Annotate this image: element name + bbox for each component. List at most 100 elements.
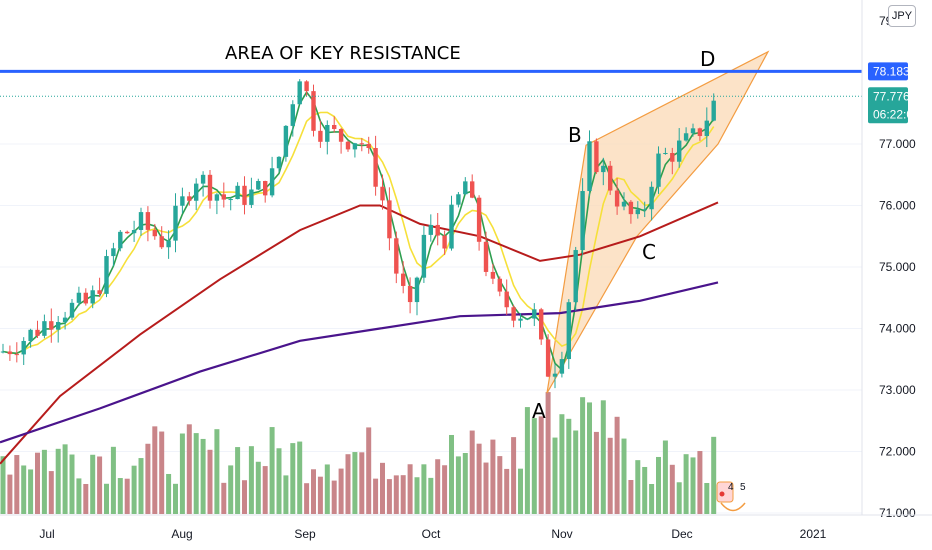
volume-bar: [628, 479, 634, 514]
point-c-label: C: [642, 240, 656, 264]
volume-bar: [545, 392, 551, 514]
volume-bar: [511, 437, 517, 514]
candle-body: [152, 229, 157, 237]
candle-body: [118, 231, 123, 249]
time-tick-label: Dec: [671, 527, 692, 541]
volume-bar: [83, 483, 89, 514]
candle-body: [207, 174, 213, 201]
currency-badge[interactable]: JPY: [888, 5, 916, 27]
candle-body: [566, 302, 571, 360]
candle-body: [263, 181, 268, 196]
ma-100-line: [0, 201, 719, 465]
volume-bar: [497, 456, 503, 514]
candle-body: [366, 143, 371, 149]
volume-bar: [552, 437, 558, 514]
volume-bar: [683, 454, 689, 514]
volume-bar: [649, 483, 655, 514]
candle-body: [490, 271, 496, 279]
candle-body: [28, 329, 33, 341]
volume-bar: [518, 468, 523, 514]
candle-body: [628, 201, 634, 215]
candle-body: [131, 230, 137, 234]
candle-body: [297, 81, 302, 105]
bar-countdown: 06:22:07: [873, 107, 920, 121]
candle-body: [180, 196, 185, 206]
candle-body: [414, 277, 420, 303]
candle-body: [421, 234, 427, 278]
volume-bar: [697, 451, 703, 514]
time-tick-label: Nov: [551, 527, 572, 541]
candle-body: [221, 194, 226, 200]
indicator-widget[interactable]: 4 5: [716, 481, 746, 512]
candle-body: [525, 318, 530, 320]
volume-bar: [538, 416, 544, 514]
pattern-shape: [546, 50, 770, 394]
volume-bar: [428, 477, 434, 514]
volume-bar: [193, 433, 199, 514]
volume-bar: [62, 444, 68, 514]
volume-bar: [21, 465, 27, 514]
volume-bar: [656, 456, 661, 514]
candle-body: [76, 292, 82, 303]
indicator-smile-icon: [720, 502, 746, 512]
point-d-label: D: [700, 47, 715, 71]
volume-bar: [483, 462, 489, 514]
candle-body: [97, 290, 102, 294]
volume-bar: [69, 454, 75, 514]
time-axis[interactable]: Jul Aug Sep Oct Nov Dec 2021: [39, 527, 826, 541]
candle-body: [587, 141, 592, 192]
candle-body: [0, 351, 6, 353]
candle-body: [214, 194, 220, 201]
volume-bar: [566, 418, 572, 514]
candle-body: [621, 201, 627, 207]
candle-body: [476, 197, 482, 242]
indicator-value-2: 5: [740, 482, 746, 493]
price-axis[interactable]: 7977.00076.00075.00074.00073.00072.00071…: [879, 14, 916, 520]
volume-bar: [676, 482, 682, 514]
volume-bar: [235, 447, 241, 514]
candle-body: [697, 128, 703, 137]
candle-body: [407, 285, 413, 303]
candle-body: [373, 148, 378, 187]
candle-body: [656, 153, 661, 187]
volume-bar: [48, 471, 54, 514]
svg-text:77.776: 77.776: [873, 89, 910, 103]
candle-body: [332, 124, 337, 129]
candle-body: [104, 256, 109, 294]
candle-body: [62, 317, 68, 323]
candle-body: [394, 238, 399, 274]
volume-bar: [345, 454, 351, 514]
volume-bar: [352, 452, 358, 514]
volume-bar: [662, 440, 668, 514]
candle-body: [83, 292, 88, 304]
volume-bar: [290, 443, 296, 514]
candle-body: [145, 212, 151, 230]
volume-bar: [145, 443, 151, 514]
point-b-label: B: [568, 123, 582, 147]
candle-body: [125, 231, 130, 234]
time-tick-label: Sep: [294, 527, 316, 541]
indicator-dot-icon: [719, 491, 725, 497]
volume-bar: [297, 441, 303, 514]
candle-body: [269, 168, 275, 196]
resistance-label: AREA OF KEY RESISTANCE: [225, 43, 461, 64]
candle-body: [304, 81, 309, 92]
price-tick-label: 71.000: [879, 506, 916, 520]
volume-bar: [469, 430, 475, 514]
candle-body: [359, 143, 364, 145]
volume-bar: [338, 468, 344, 514]
candle-body: [532, 309, 537, 319]
volume-bar: [600, 400, 606, 514]
candle-body: [573, 250, 578, 303]
candle-body: [518, 318, 523, 321]
volume-bar: [407, 464, 413, 514]
volume-bar: [0, 456, 6, 514]
volume-bar: [117, 478, 123, 514]
candle-body: [711, 100, 716, 121]
candle-body: [497, 278, 502, 292]
candle-body: [235, 185, 240, 200]
volume-bar: [462, 453, 468, 514]
time-tick-label: Aug: [171, 527, 192, 541]
candle-body: [442, 235, 447, 249]
